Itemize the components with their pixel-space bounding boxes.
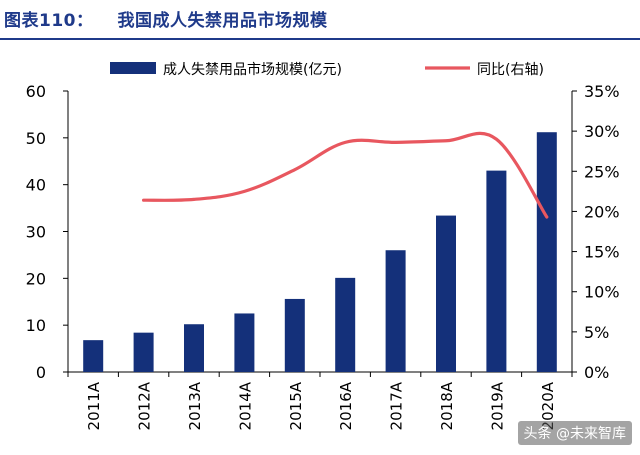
x-tick-label: 2017A bbox=[388, 381, 406, 430]
bar bbox=[335, 277, 356, 372]
y-tick-label: 60 bbox=[26, 82, 46, 101]
x-tick-label: 2018A bbox=[438, 381, 456, 430]
x-tick-label: 2012A bbox=[136, 381, 154, 430]
y2-tick-label: 25% bbox=[584, 162, 620, 181]
y2-tick-label: 5% bbox=[584, 323, 609, 342]
legend-swatch-bar bbox=[110, 62, 156, 74]
y-tick-label: 30 bbox=[26, 223, 46, 242]
legend-label-bar: 成人失禁用品市场规模(亿元) bbox=[163, 61, 342, 78]
y2-tick-label: 10% bbox=[584, 283, 620, 302]
x-tick-label: 2014A bbox=[236, 381, 254, 430]
legend-label-line: 同比(右轴) bbox=[477, 62, 544, 78]
bar bbox=[234, 313, 255, 372]
y2-tick-label: 30% bbox=[584, 122, 620, 141]
figure-title-text: 我国成人失禁用品市场规模 bbox=[117, 11, 328, 31]
bar bbox=[83, 340, 104, 372]
bar bbox=[385, 250, 406, 372]
x-tick-label: 2013A bbox=[186, 381, 204, 430]
bar bbox=[536, 132, 557, 372]
y-tick-label: 20 bbox=[26, 269, 46, 288]
bar bbox=[284, 298, 305, 372]
title-divider bbox=[0, 38, 640, 40]
y2-tick-label: 15% bbox=[584, 243, 620, 262]
y-tick-label: 40 bbox=[26, 176, 46, 195]
y2-tick-label: 20% bbox=[584, 202, 620, 221]
yoy-growth-line bbox=[142, 131, 549, 219]
bar bbox=[436, 215, 456, 372]
y-tick-label: 10 bbox=[26, 316, 46, 335]
figure-title: 图表110： 我国成人失禁用品市场规模 bbox=[4, 6, 328, 31]
bar bbox=[133, 332, 154, 372]
y2-tick-label: 35% bbox=[584, 82, 620, 101]
figure-label: 图表110： bbox=[4, 11, 94, 31]
x-tick-label: 2020A bbox=[539, 381, 557, 430]
watermark: 头条 @未来智库 bbox=[517, 421, 632, 445]
y-tick-label: 50 bbox=[26, 129, 46, 148]
y2-tick-label: 0% bbox=[584, 363, 609, 382]
bar bbox=[184, 324, 204, 372]
x-tick-label: 2016A bbox=[337, 381, 355, 430]
x-tick-label: 2011A bbox=[85, 381, 103, 430]
y-tick-label: 0 bbox=[36, 363, 46, 382]
bar bbox=[486, 170, 507, 372]
x-tick-label: 2015A bbox=[287, 381, 305, 430]
x-tick-label: 2019A bbox=[488, 381, 506, 430]
